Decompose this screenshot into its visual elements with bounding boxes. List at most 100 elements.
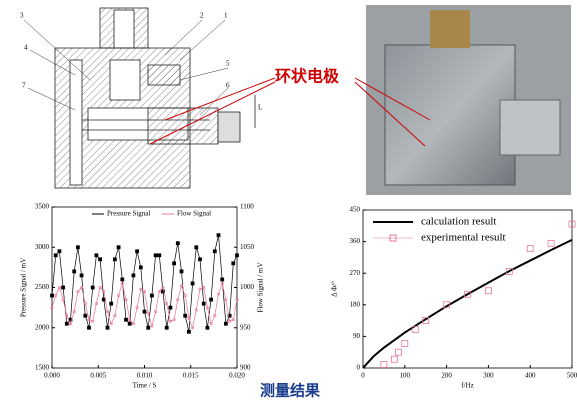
data-point — [91, 286, 94, 289]
data-point — [191, 282, 194, 285]
y2-tick-label: 1050 — [240, 243, 255, 251]
data-point — [180, 270, 183, 273]
photo-block — [385, 45, 515, 185]
part-number: 3 — [20, 12, 24, 20]
part-number: 7 — [22, 82, 26, 90]
data-point — [402, 340, 408, 346]
part-number: 1 — [224, 12, 228, 20]
x-axis-label: f/Hz — [461, 382, 473, 390]
data-point — [173, 262, 176, 265]
y-tick-label: 3500 — [35, 203, 50, 211]
data-point — [84, 314, 87, 317]
photo-fitting — [430, 10, 470, 48]
data-point — [125, 318, 128, 321]
data-point — [548, 240, 554, 246]
y-tick-label: 270 — [350, 269, 361, 277]
x-axis-label: Time / S — [133, 382, 157, 390]
series-line — [52, 235, 237, 332]
part-number: 4 — [24, 44, 28, 52]
legend-label: calculation result — [421, 216, 496, 228]
x-tick-label: 100 — [400, 372, 411, 380]
data-point — [232, 262, 235, 265]
x-tick-label: 0.020 — [229, 372, 245, 380]
y-tick-label: 2500 — [35, 283, 50, 291]
data-point — [169, 306, 172, 309]
data-point — [76, 246, 79, 249]
data-point — [73, 270, 76, 273]
data-point — [381, 361, 387, 367]
y2-tick-label: 1100 — [240, 203, 254, 211]
part-number: 5 — [226, 60, 230, 68]
data-point — [95, 254, 98, 257]
data-point — [106, 326, 109, 329]
x-tick-label: 400 — [525, 372, 536, 380]
data-point — [99, 258, 102, 261]
x-tick-label: 200 — [441, 372, 452, 380]
legend-label: Pressure Signal — [107, 210, 150, 218]
data-point — [217, 234, 220, 237]
part-number: 6 — [226, 82, 230, 90]
data-point — [51, 294, 54, 297]
photo-connector — [500, 100, 560, 155]
legend-label: Flow Signal — [177, 210, 211, 218]
data-point — [184, 314, 187, 317]
data-point — [165, 326, 168, 329]
data-point — [213, 250, 216, 253]
data-point — [391, 356, 397, 362]
data-point — [199, 258, 202, 261]
data-point — [154, 254, 157, 257]
data-point — [210, 298, 213, 301]
data-point — [65, 322, 68, 325]
y-tick-label: 360 — [350, 237, 361, 245]
y2-tick-label: 900 — [240, 364, 251, 372]
data-point — [88, 326, 91, 329]
x-tick-label: 0.005 — [90, 372, 106, 380]
y-tick-label: 1500 — [35, 364, 50, 372]
data-point — [221, 278, 224, 281]
data-point — [158, 254, 161, 257]
y-tick-label: 180 — [350, 300, 361, 308]
y2-tick-label: 1000 — [240, 283, 255, 291]
electrode-label: 环状电极 — [275, 67, 340, 86]
data-point — [113, 258, 116, 261]
x-tick-label: 500 — [567, 372, 577, 380]
x-tick-label: 0.000 — [44, 372, 60, 380]
y-tick-label: 3000 — [35, 243, 50, 251]
data-point — [110, 302, 113, 305]
plot-frame — [52, 207, 237, 368]
figure: 3 2 1 4 5 6 7 L 环状电极 测量结果 0.0000.0050.01… — [0, 0, 577, 405]
x-tick-label: 0 — [361, 372, 365, 380]
y-axis-label: Pressure Signal / mV — [20, 258, 28, 317]
data-point — [176, 242, 179, 245]
drawing — [55, 8, 255, 188]
data-point — [121, 278, 124, 281]
y2-axis-label: Flow Signal / mV — [257, 263, 265, 313]
y-tick-label: 2000 — [35, 323, 50, 331]
data-point — [136, 250, 139, 253]
data-point — [132, 274, 135, 277]
y-axis-label: Δ Φ/° — [331, 281, 339, 297]
x-tick-label: 0.015 — [183, 372, 199, 380]
data-point — [150, 294, 153, 297]
data-point — [527, 246, 533, 252]
data-point — [128, 322, 131, 325]
data-point — [202, 302, 205, 305]
series-line — [363, 240, 572, 368]
y-tick-label: 450 — [350, 206, 361, 214]
data-point — [58, 250, 61, 253]
data-point — [187, 330, 190, 333]
data-point — [139, 266, 142, 269]
data-point — [143, 310, 146, 313]
y-tick-label: 0 — [357, 364, 361, 372]
x-tick-label: 0.010 — [137, 372, 153, 380]
caption: 测量结果 — [260, 381, 321, 399]
legend-label: experimental result — [421, 232, 506, 244]
data-point — [195, 246, 198, 249]
data-point — [117, 246, 120, 249]
data-point — [236, 254, 239, 257]
data-point — [485, 288, 491, 294]
data-point — [206, 326, 209, 329]
x-tick-label: 300 — [483, 372, 494, 380]
data-point — [147, 326, 150, 329]
data-point — [54, 254, 57, 257]
